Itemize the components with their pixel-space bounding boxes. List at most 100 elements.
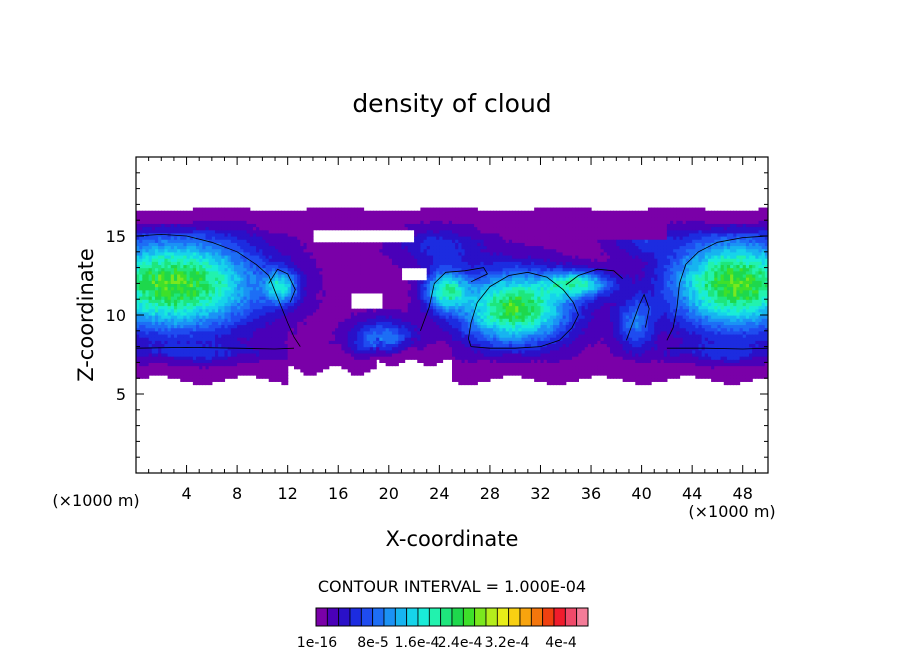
density-cell <box>151 327 156 332</box>
density-cell <box>230 270 235 275</box>
density-cell <box>186 318 191 322</box>
density-cell <box>297 352 301 357</box>
density-cell <box>205 375 210 379</box>
density-cell <box>240 352 245 357</box>
density-cell <box>177 337 181 341</box>
density-cell <box>192 261 197 266</box>
density-cell <box>208 280 213 284</box>
density-cell <box>240 248 245 253</box>
density-cell <box>151 321 156 326</box>
density-cell <box>161 245 166 250</box>
density-cell <box>271 264 276 269</box>
density-cell <box>281 296 286 300</box>
density-cell <box>183 330 188 335</box>
density-cell <box>423 245 428 250</box>
density-cell <box>350 223 355 228</box>
density-cell <box>363 362 368 367</box>
density-cell <box>385 277 390 281</box>
density-cell <box>252 327 257 332</box>
density-cell <box>202 280 207 284</box>
density-cell <box>433 270 437 275</box>
density-cell <box>401 315 406 319</box>
density-cell <box>259 245 263 250</box>
density-cell <box>227 305 232 310</box>
density-cell <box>281 302 286 307</box>
density-cell <box>271 242 276 247</box>
density-cell <box>341 289 346 294</box>
density-cell <box>281 242 286 247</box>
density-cell <box>439 337 444 341</box>
density-cell <box>448 245 453 250</box>
density-cell <box>139 270 143 275</box>
density-cell <box>433 321 437 326</box>
density-cell <box>328 213 333 218</box>
density-cell <box>395 352 399 357</box>
density-cell <box>177 311 181 316</box>
density-cell <box>221 352 226 357</box>
density-cell <box>388 217 393 221</box>
density-cell <box>385 321 390 326</box>
density-cell <box>196 210 200 215</box>
density-cell <box>316 315 320 319</box>
density-cell <box>208 223 213 228</box>
density-cell <box>211 220 216 224</box>
density-cell <box>401 242 406 247</box>
density-cell <box>284 217 289 221</box>
density-cell <box>173 368 178 373</box>
density-cell <box>322 270 327 275</box>
density-cell <box>278 371 282 376</box>
density-cell <box>417 217 421 221</box>
density-cell <box>433 299 437 303</box>
density-cell <box>429 217 434 221</box>
density-cell <box>316 330 320 335</box>
density-cell <box>312 346 317 351</box>
density-cell <box>189 362 194 367</box>
density-cell <box>230 365 235 370</box>
density-cell <box>227 371 232 376</box>
density-cell <box>385 273 390 278</box>
density-cell <box>230 349 235 354</box>
density-cell <box>183 239 188 243</box>
density-cell <box>237 220 241 224</box>
density-cell <box>373 324 377 329</box>
density-cell <box>448 264 453 269</box>
density-cell <box>249 245 254 250</box>
density-cell <box>357 273 361 278</box>
density-cell <box>366 308 371 313</box>
density-cell <box>376 340 380 345</box>
density-cell <box>379 286 384 291</box>
density-cell <box>151 318 156 322</box>
density-cell <box>335 324 339 329</box>
density-cell <box>202 368 207 373</box>
density-cell <box>294 220 298 224</box>
density-cell <box>306 267 311 272</box>
density-cell <box>388 245 393 250</box>
density-cell <box>256 229 260 234</box>
density-cell <box>173 280 178 284</box>
density-cell <box>145 349 150 354</box>
density-cell <box>335 213 339 218</box>
density-cell <box>218 283 222 288</box>
density-cell <box>233 210 238 215</box>
density-cell <box>215 343 219 348</box>
density-cell <box>350 264 355 269</box>
density-cell <box>246 280 251 284</box>
density-cell <box>230 324 235 329</box>
density-cell <box>221 305 226 310</box>
density-cell <box>426 270 431 275</box>
density-cell <box>407 302 412 307</box>
density-cell <box>439 220 444 224</box>
density-cell <box>208 346 213 351</box>
density-cell <box>303 359 308 363</box>
density-cell <box>398 296 403 300</box>
density-cell <box>366 261 371 266</box>
density-cell <box>344 337 349 341</box>
density-cell <box>445 349 450 354</box>
density-cell <box>202 264 207 269</box>
density-cell <box>407 289 412 294</box>
density-cell <box>426 258 431 262</box>
density-cell <box>316 270 320 275</box>
density-cell <box>287 270 292 275</box>
density-cell <box>170 286 175 291</box>
density-cell <box>312 264 317 269</box>
